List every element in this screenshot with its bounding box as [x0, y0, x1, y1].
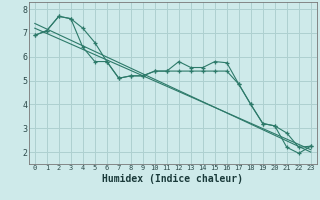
X-axis label: Humidex (Indice chaleur): Humidex (Indice chaleur) — [102, 174, 243, 184]
